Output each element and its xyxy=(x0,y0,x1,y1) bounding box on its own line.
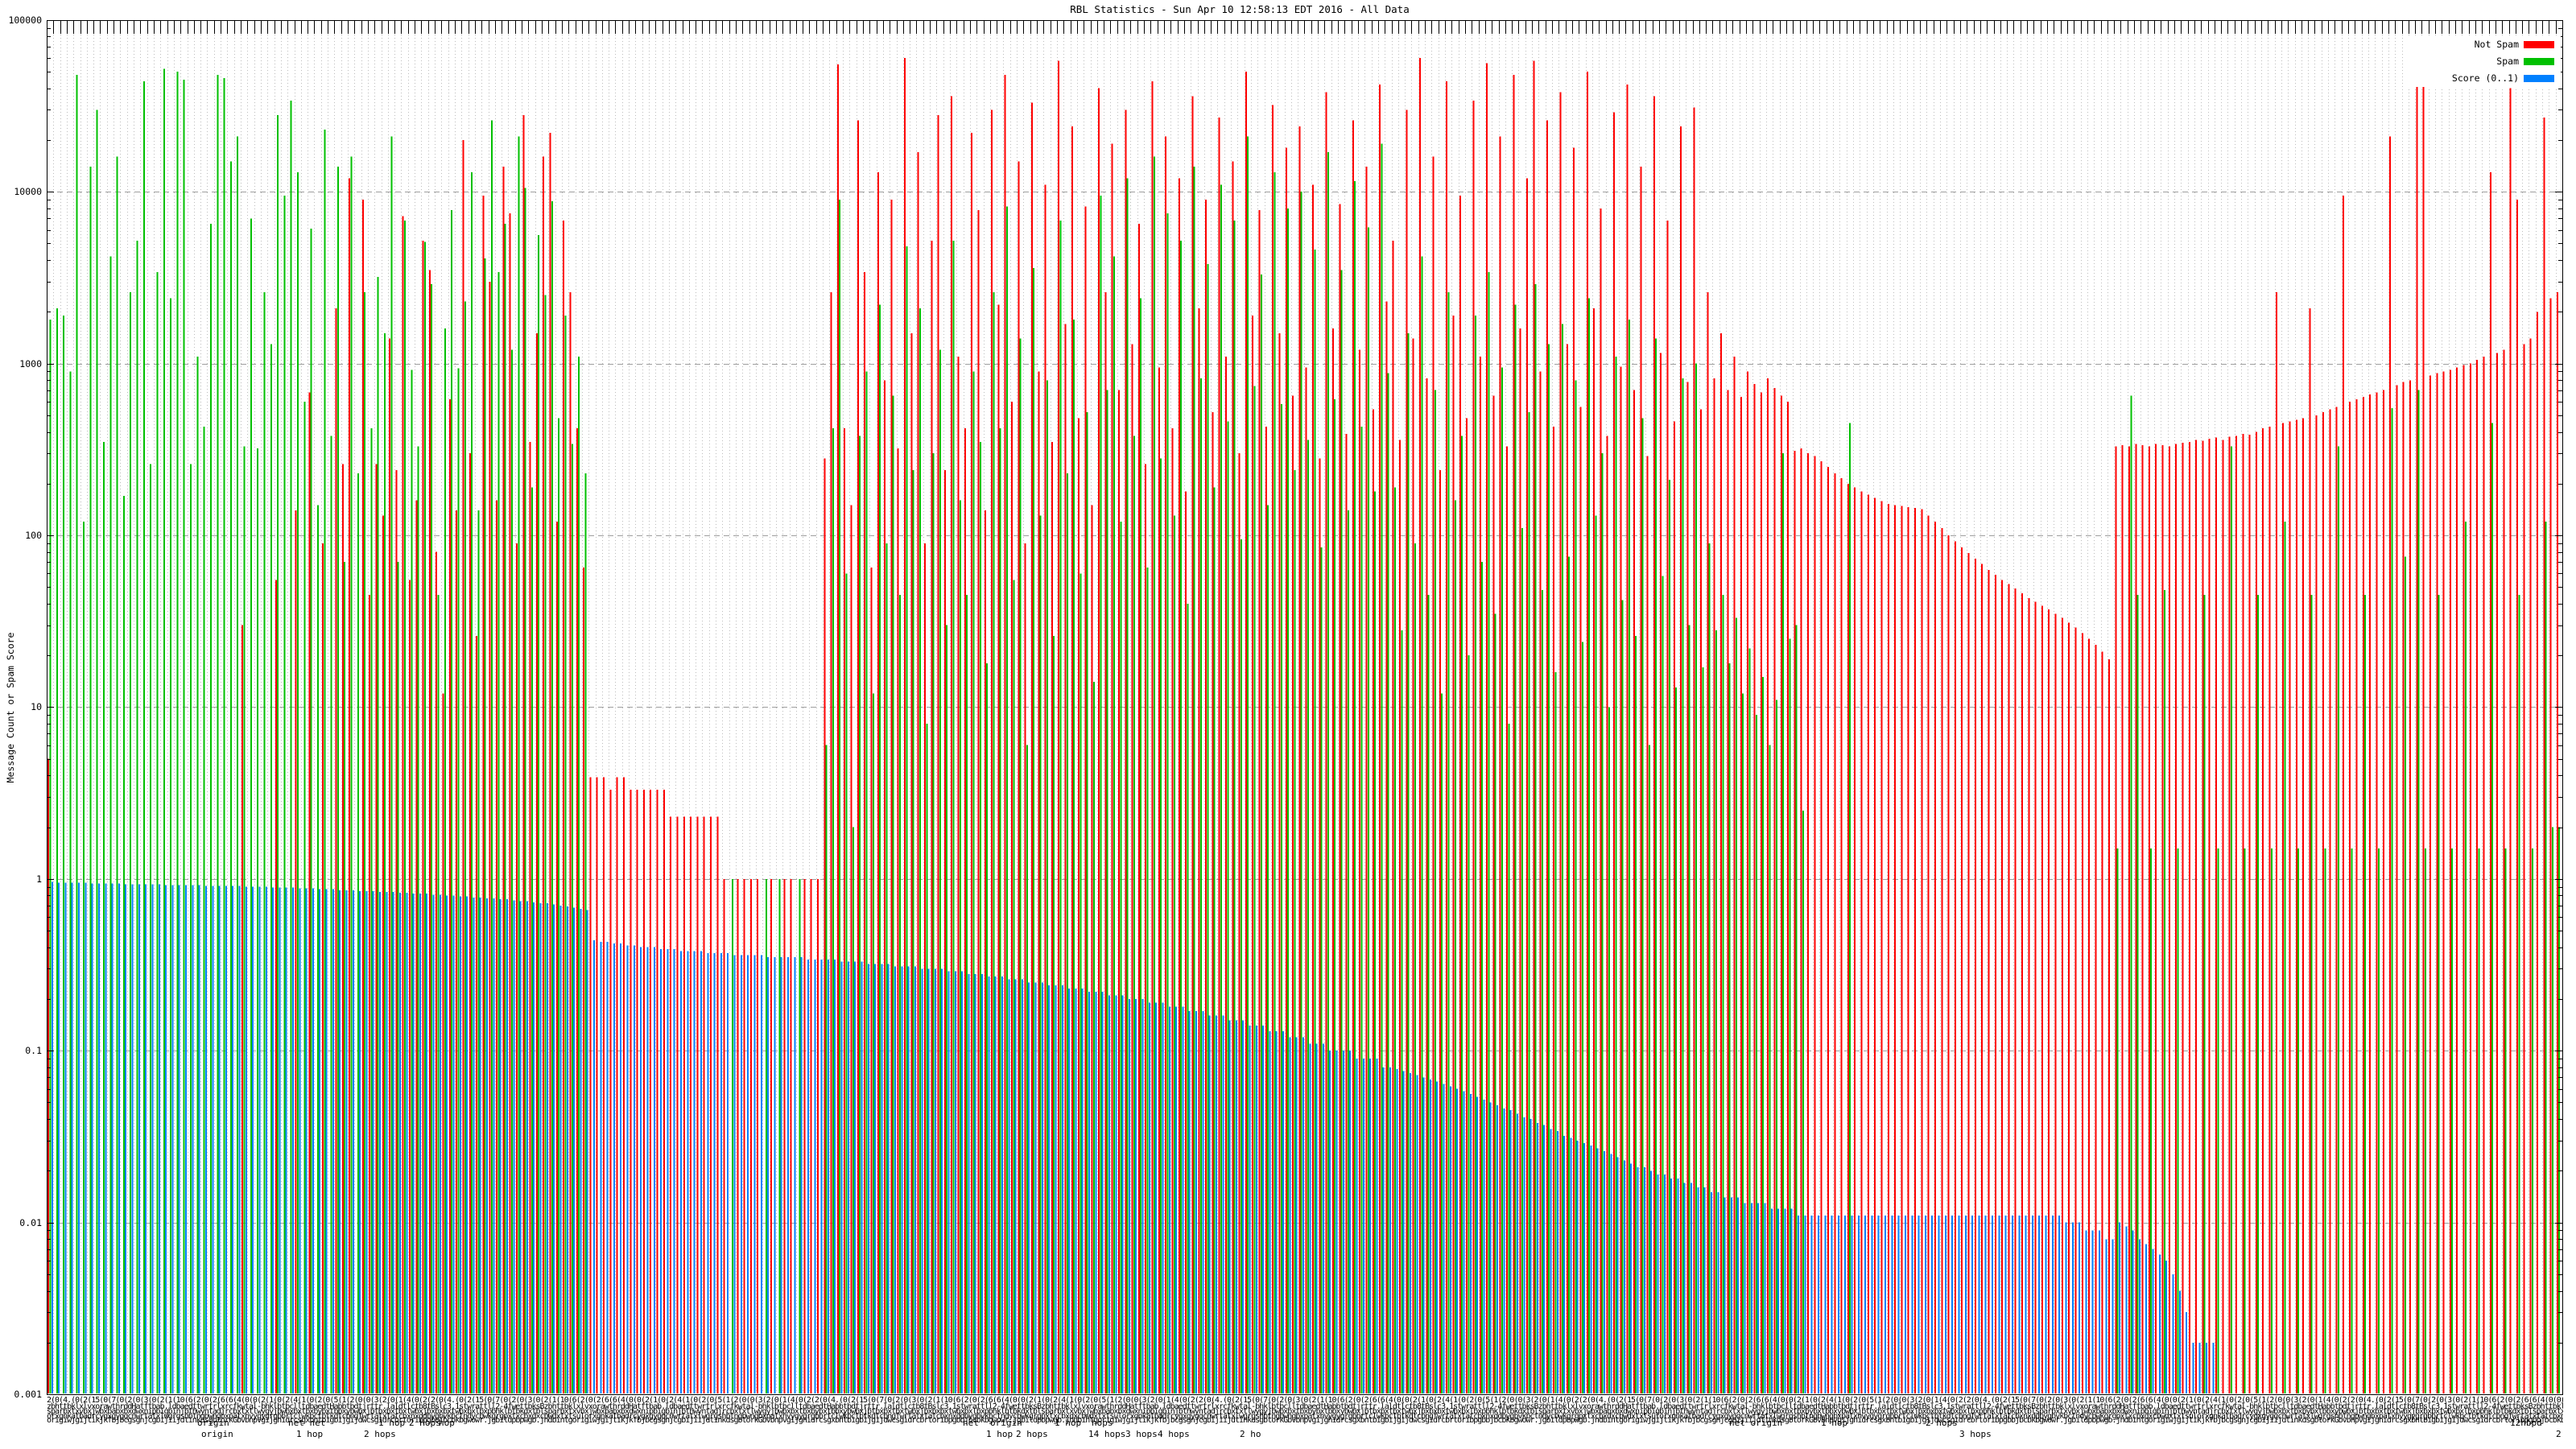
y-tick-label: 1 xyxy=(36,873,42,885)
x-tick-label-fragment: net xyxy=(963,1418,979,1428)
x-tick-label-fragment: 12hbpd xyxy=(2510,1418,2542,1428)
x-tick-labels-overlapping: orxgnkatbadrcygxgygqcnwrtatxlwgrgshbtngb… xyxy=(47,1412,2563,1421)
x-tick-labels-overlapping: zbhttbklxlvxorawthrddHatftbab.ldbaedttwr… xyxy=(47,1402,2563,1411)
y-tick-label: 10 xyxy=(31,701,42,713)
x-tick-label-fragment: 2 hops xyxy=(1926,1418,1958,1428)
x-tick-label-fragment: hop xyxy=(439,1418,455,1428)
x-tick-label-fragment: 2 hops xyxy=(1016,1429,1048,1439)
x-tick-labels-overlapping: sparbxtxvbxjwbxbabxbxdwxnipbigbinjbthwyn… xyxy=(47,1407,2563,1416)
chart-title: RBL Statistics - Sun Apr 10 12:58:13 EDT… xyxy=(1070,3,1410,15)
x-tick-label-fragment: 2 ho xyxy=(1240,1429,1261,1439)
x-tick-labels-overlapping: 2(0(4.(0(2(15(0(7(0(2(0(3(0(2(1(10(6(2(0… xyxy=(47,1396,2563,1405)
legend-entry-spam: Spam xyxy=(2403,56,2561,67)
legend-swatch-score-icon xyxy=(2524,75,2554,82)
x-tick-label-fragment: 2 ho xyxy=(2556,1429,2563,1439)
x-tick-label-fragment: 1 hop xyxy=(986,1429,1013,1439)
legend-swatch-not-spam-icon xyxy=(2524,41,2554,48)
y-tick-label: 10000 xyxy=(14,186,42,198)
legend-label-score: Score (0..1) xyxy=(2451,72,2519,84)
legend-label-not-spam: Not Spam xyxy=(2474,39,2519,50)
x-tick-label-fragment: 3 hops xyxy=(1125,1429,1158,1439)
x-tick-label-fragment: 3 hops xyxy=(1959,1429,1992,1439)
x-tick-label-fragment: origin xyxy=(990,1418,1022,1428)
legend-swatch-spam-icon xyxy=(2524,58,2554,65)
y-tick-label: 0.1 xyxy=(25,1045,42,1057)
x-tick-label-fragment: net net xyxy=(288,1418,326,1428)
x-tick-label-fragment: 1 hop xyxy=(1055,1418,1082,1428)
x-tick-label-fragment: origin xyxy=(201,1429,233,1439)
y-tick-label: 1000 xyxy=(19,357,42,369)
x-tick-label-fragment: 14 hops xyxy=(1088,1429,1126,1439)
y-tick-label: 100000 xyxy=(8,14,42,26)
x-tick-label-fragment: net origin xyxy=(1729,1418,1783,1428)
x-tick-label-fragment: 2 hops xyxy=(364,1429,396,1439)
x-tick-labels-overlapping: origiwjgijtikjkfbjbcgsgnjcgbijiijdtinkds… xyxy=(47,1416,2563,1425)
legend-label-spam: Spam xyxy=(2496,56,2519,67)
x-tick-label-fragment: hops xyxy=(1092,1418,1113,1428)
y-tick-label: 0.01 xyxy=(19,1216,42,1228)
x-tick-label-fragment: 1 hop xyxy=(1821,1418,1848,1428)
legend-entry-not-spam: Not Spam xyxy=(2403,39,2561,50)
x-tick-label-fragment: 4 hops xyxy=(1158,1429,1190,1439)
x-tick-label-fragment: origin xyxy=(197,1418,229,1428)
chart-legend: Not Spam Spam Score (0..1) xyxy=(2403,35,2561,87)
x-tick-label-fragment: 1 hop xyxy=(296,1429,324,1439)
x-axis-label-band: 2(0(4.(0(2(15(0(7(0(2(0(3(0(2(1(10(6(2(0… xyxy=(47,1395,2563,1448)
legend-entry-score: Score (0..1) xyxy=(2403,72,2561,84)
x-tick-label-fragment: 2 Hops xyxy=(409,1418,441,1428)
y-tick-label: 100 xyxy=(25,530,42,541)
x-tick-label-fragment: 1 hop xyxy=(378,1418,406,1428)
y-tick-label: 0.001 xyxy=(14,1389,42,1400)
